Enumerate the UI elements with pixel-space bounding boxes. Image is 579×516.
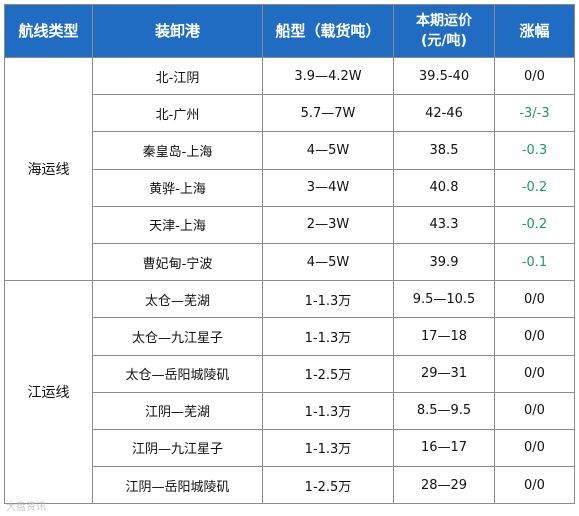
table-row: 江运线 太仓—芜湖 1-1.3万 9.5—10.5 0/0 bbox=[4, 280, 575, 505]
port-cell: 北-江阴 bbox=[92, 56, 263, 96]
ship-type-cell: 3—4W bbox=[262, 168, 394, 207]
table-row: 海运线 北-江阴 3.9—4.2W 39.5-40 0/0 bbox=[4, 56, 575, 282]
rate-cell: 28—29 bbox=[393, 466, 495, 505]
rate-cell: 42-46 bbox=[393, 94, 495, 133]
change-cell: -0.3 bbox=[494, 131, 575, 170]
change-cell: -0.1 bbox=[494, 242, 575, 282]
port-cell: 曹妃甸-宁波 bbox=[92, 242, 263, 282]
rate-cell: 38.5 bbox=[393, 131, 495, 170]
ship-type-cell: 5.7—7W bbox=[262, 94, 394, 133]
route-type-cell: 海运线 bbox=[4, 56, 93, 282]
ship-type-cell: 1-1.3万 bbox=[262, 317, 394, 356]
ship-type-cell: 1-1.3万 bbox=[262, 280, 394, 319]
port-cell: 北-广州 bbox=[92, 94, 263, 133]
table-row: 江阴—岳阳城陵矶 1-2.5万 28—29 0/0 bbox=[5, 466, 575, 505]
port-cell: 天津-上海 bbox=[92, 205, 263, 244]
ship-type-cell: 4—5W bbox=[262, 131, 394, 170]
header-route-type: 航线类型 bbox=[4, 4, 93, 58]
rate-cell: 16—17 bbox=[393, 428, 495, 468]
header-rate-line2: (元/吨) bbox=[421, 33, 467, 49]
ship-type-cell: 4—5W bbox=[262, 242, 394, 282]
rate-cell: 9.5—10.5 bbox=[393, 280, 495, 319]
table-row: 天津-上海 2—3W 43.3 -0.2 bbox=[5, 205, 575, 244]
ship-type-cell: 1-2.5万 bbox=[262, 354, 394, 393]
change-cell: 0/0 bbox=[494, 428, 575, 468]
watermark: 大盘资讯 bbox=[6, 502, 46, 513]
table-row: 北-广州 5.7—7W 42-46 -3/-3 bbox=[5, 94, 575, 133]
port-cell: 黄骅-上海 bbox=[92, 168, 263, 207]
header-ship-type: 船型（载货吨） bbox=[262, 4, 394, 58]
table-header-row: 航线类型 装卸港 船型（载货吨） 本期运价 (元/吨) 涨幅 bbox=[4, 4, 575, 58]
rate-cell: 17—18 bbox=[393, 317, 495, 356]
rate-cell: 43.3 bbox=[393, 205, 495, 244]
port-cell: 江阴—九江星子 bbox=[92, 428, 263, 468]
change-cell: 0/0 bbox=[494, 317, 575, 356]
change-cell: 0/0 bbox=[494, 280, 575, 319]
header-change: 涨幅 bbox=[494, 4, 575, 58]
ship-type-cell: 1-1.3万 bbox=[262, 428, 394, 468]
ship-type-cell: 1-2.5万 bbox=[262, 466, 394, 505]
port-cell: 太仓—岳阳城陵矶 bbox=[92, 354, 263, 393]
port-cell: 太仓—九江星子 bbox=[92, 317, 263, 356]
change-cell: -0.2 bbox=[494, 168, 575, 207]
ship-type-cell: 1-1.3万 bbox=[262, 391, 394, 430]
change-cell: 0/0 bbox=[494, 354, 575, 393]
rate-cell: 39.5-40 bbox=[393, 56, 495, 96]
rate-cell: 40.8 bbox=[393, 168, 495, 207]
ship-type-cell: 3.9—4.2W bbox=[262, 56, 394, 96]
header-rate-line1: 本期运价 bbox=[416, 13, 472, 29]
header-rate: 本期运价 (元/吨) bbox=[393, 4, 495, 58]
table-body: 海运线 北-江阴 3.9—4.2W 39.5-40 0/0 北-广州 5.7—7W 42-46… bbox=[4, 56, 575, 505]
change-cell: 0/0 bbox=[494, 56, 575, 96]
change-cell: 0/0 bbox=[494, 466, 575, 505]
table-row: 江阴—芜湖 1-1.3万 8.5—9.5 0/0 bbox=[5, 391, 575, 430]
freight-rate-table: 航线类型 装卸港 船型（载货吨） 本期运价 (元/吨) 涨幅 海运线 北-江阴 3.… bbox=[4, 4, 575, 505]
change-cell: -0.2 bbox=[494, 205, 575, 244]
port-cell: 秦皇岛-上海 bbox=[92, 131, 263, 170]
table-row: 黄骅-上海 3—4W 40.8 -0.2 bbox=[5, 168, 575, 207]
header-port: 装卸港 bbox=[92, 4, 263, 58]
table-row: 秦皇岛-上海 4—5W 38.5 -0.3 bbox=[5, 131, 575, 170]
ship-type-cell: 2—3W bbox=[262, 205, 394, 244]
table-row: 曹妃甸-宁波 4—5W 39.9 -0.1 bbox=[5, 242, 575, 282]
port-cell: 太仓—芜湖 bbox=[92, 280, 263, 319]
port-cell: 江阴—芜湖 bbox=[92, 391, 263, 430]
rate-cell: 8.5—9.5 bbox=[393, 391, 495, 430]
route-type-cell: 江运线 bbox=[4, 280, 93, 505]
change-cell: -3/-3 bbox=[494, 94, 575, 133]
rate-cell: 39.9 bbox=[393, 242, 495, 282]
rate-cell: 29—31 bbox=[393, 354, 495, 393]
change-cell: 0/0 bbox=[494, 391, 575, 430]
table-row: 太仓—九江星子 1-1.3万 17—18 0/0 bbox=[5, 317, 575, 356]
port-cell: 江阴—岳阳城陵矶 bbox=[92, 466, 263, 505]
table-row: 太仓—岳阳城陵矶 1-2.5万 29—31 0/0 bbox=[5, 354, 575, 393]
